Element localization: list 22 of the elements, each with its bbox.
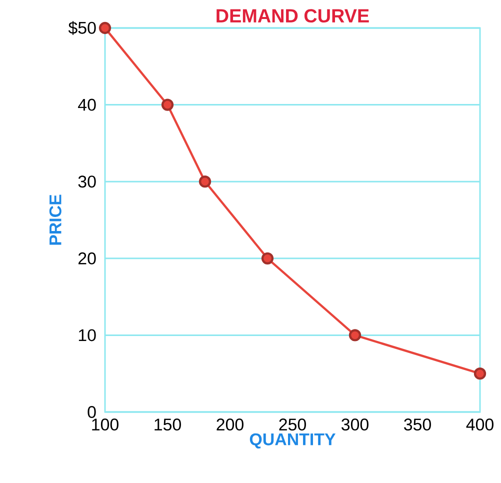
x-tick-label: 350 bbox=[404, 418, 431, 431]
x-tick-label: 100 bbox=[92, 418, 118, 431]
x-axis-title: QUANTITY bbox=[250, 433, 336, 449]
x-tick-label: 150 bbox=[154, 418, 181, 431]
y-tick-label: 30 bbox=[78, 176, 96, 188]
y-tick-label: 20 bbox=[78, 252, 96, 264]
point bbox=[198, 176, 212, 188]
point bbox=[348, 329, 362, 342]
point bbox=[98, 22, 112, 34]
point bbox=[474, 368, 486, 380]
point bbox=[161, 98, 174, 111]
point bbox=[261, 252, 274, 264]
x-tick-label: 300 bbox=[342, 418, 368, 431]
y-tick-label: $50 bbox=[68, 21, 96, 35]
x-tick-label: 200 bbox=[216, 418, 244, 431]
x-tick-label: 250 bbox=[279, 418, 306, 431]
y-axis-title: PRICE bbox=[49, 194, 62, 245]
chart-title: DEMAND CURVE bbox=[216, 9, 369, 23]
y-tick-label: 0 bbox=[88, 406, 96, 418]
y-tick-label: 40 bbox=[78, 98, 96, 111]
x-tick-label: 400 bbox=[466, 418, 494, 431]
y-tick-label: 10 bbox=[78, 329, 96, 342]
